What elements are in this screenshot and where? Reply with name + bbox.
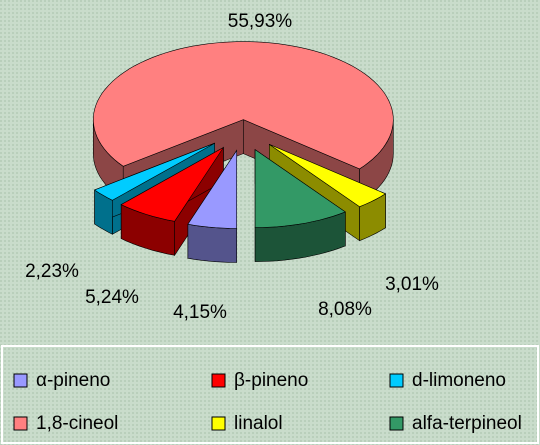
legend-swatch	[389, 416, 404, 431]
legend-label: α-pineno	[36, 370, 110, 391]
slice-top	[254, 149, 346, 228]
legend-label: 1,8-cineol	[36, 413, 118, 434]
data-label: 4,15%	[173, 302, 227, 323]
pie	[92, 41, 394, 263]
legend-swatch	[389, 373, 404, 388]
legend-swatch	[13, 416, 28, 431]
data-label: 2,23%	[25, 261, 79, 282]
slice-top	[187, 149, 237, 229]
slice	[187, 149, 237, 263]
slice	[120, 146, 224, 257]
data-label: 5,24%	[85, 287, 139, 308]
legend-swatch	[211, 373, 226, 388]
slice-top	[92, 41, 394, 170]
slice-top	[120, 147, 224, 222]
legend-box	[1, 345, 539, 444]
legend-label: alfa-terpineol	[412, 413, 522, 434]
legend-label: β-pineno	[234, 370, 308, 391]
data-label: 8,08%	[318, 299, 372, 320]
legend-label: linalol	[234, 413, 283, 434]
data-labels: 4,15% 5,24% 2,23% 55,93% 3,01% 8,08%	[25, 11, 439, 323]
slice-top	[269, 144, 387, 208]
legend-swatch	[211, 416, 226, 431]
legend-swatch	[13, 373, 28, 388]
data-label: 3,01%	[385, 274, 439, 295]
slice	[254, 149, 346, 262]
data-label: 55,93%	[228, 11, 293, 32]
slice-top	[93, 142, 215, 201]
slice-wall	[187, 223, 237, 263]
legend: α-pineno β-pineno d-limoneno 1,8-cineol lina…	[13, 370, 522, 434]
legend-label: d-limoneno	[412, 370, 506, 391]
